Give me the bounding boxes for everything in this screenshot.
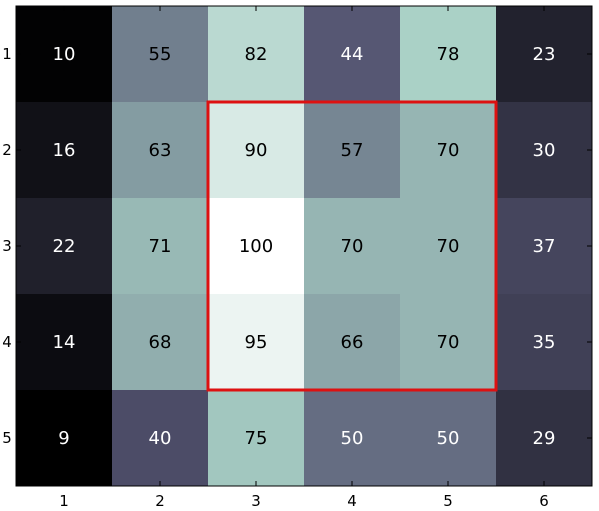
heatmap-cell-r3-c1 xyxy=(16,198,113,295)
heatmap-cell-r5-c2 xyxy=(112,390,209,487)
heatmap-cell-r2-c1 xyxy=(16,102,113,199)
cell-value-r5-c5: 50 xyxy=(437,428,460,449)
cell-value-r3-c1: 22 xyxy=(53,236,76,257)
cell-value-r2-c5: 70 xyxy=(437,140,460,161)
heatmap-cell-r3-c4 xyxy=(304,198,401,295)
heatmap-cell-r1-c6 xyxy=(496,6,593,103)
cell-value-r1-c6: 23 xyxy=(533,44,556,65)
cell-value-r1-c2: 55 xyxy=(149,44,172,65)
y-tick-label-1: 1 xyxy=(2,45,12,63)
cell-value-r3-c3: 100 xyxy=(239,236,273,257)
heatmap-cell-r4-c1 xyxy=(16,294,113,391)
cell-value-r4-c1: 14 xyxy=(53,332,76,353)
cell-value-r5-c2: 40 xyxy=(149,428,172,449)
y-tick-label-2: 2 xyxy=(2,141,12,159)
x-tick-label-5: 5 xyxy=(443,492,453,510)
heatmap-cell-r3-c5 xyxy=(400,198,497,295)
cell-value-r3-c6: 37 xyxy=(533,236,556,257)
heatmap-cell-r5-c1 xyxy=(16,390,113,487)
heatmap-cell-r2-c5 xyxy=(400,102,497,199)
heatmap-cell-r5-c4 xyxy=(304,390,401,487)
heatmap-cell-r1-c4 xyxy=(304,6,401,103)
heatmap-cell-r2-c3 xyxy=(208,102,305,199)
cell-value-r4-c2: 68 xyxy=(149,332,172,353)
heatmap-cell-r1-c3 xyxy=(208,6,305,103)
heatmap-cell-r5-c5 xyxy=(400,390,497,487)
heatmap-cell-r4-c3 xyxy=(208,294,305,391)
heatmap-cell-r4-c4 xyxy=(304,294,401,391)
cell-value-r1-c5: 78 xyxy=(437,44,460,65)
heatmap-cells xyxy=(16,6,593,487)
heatmap-cell-r2-c2 xyxy=(112,102,209,199)
x-tick-label-6: 6 xyxy=(539,492,549,510)
cell-value-r1-c4: 44 xyxy=(341,44,364,65)
cell-value-r4-c4: 66 xyxy=(341,332,364,353)
cell-value-r5-c3: 75 xyxy=(245,428,268,449)
cell-value-r1-c3: 82 xyxy=(245,44,268,65)
cell-value-r4-c3: 95 xyxy=(245,332,268,353)
cell-value-r5-c1: 9 xyxy=(58,428,69,449)
cell-value-r5-c4: 50 xyxy=(341,428,364,449)
heatmap-cell-r4-c2 xyxy=(112,294,209,391)
y-tick-label-4: 4 xyxy=(2,333,12,351)
y-tick-label-5: 5 xyxy=(2,429,12,447)
y-tick-label-3: 3 xyxy=(2,237,12,255)
heatmap-cell-r2-c6 xyxy=(496,102,593,199)
cell-value-r2-c3: 90 xyxy=(245,140,268,161)
heatmap-cell-r1-c2 xyxy=(112,6,209,103)
cell-value-labels: 10 55 82 44 78 23 16 63 90 57 70 30 22 71 100 70 70 37 14 6… xyxy=(53,44,556,449)
cell-value-r4-c5: 70 xyxy=(437,332,460,353)
x-tick-label-3: 3 xyxy=(251,492,261,510)
heatmap-cell-r2-c4 xyxy=(304,102,401,199)
highlight-box xyxy=(206,100,498,392)
heatmap-cell-r4-c5 xyxy=(400,294,497,391)
cell-value-r1-c1: 10 xyxy=(53,44,76,65)
cell-value-r2-c4: 57 xyxy=(341,140,364,161)
heatmap-cell-r3-c2 xyxy=(112,198,209,295)
heatmap-cell-r5-c6 xyxy=(496,390,593,487)
cell-value-r4-c6: 35 xyxy=(533,332,556,353)
cell-value-r2-c2: 63 xyxy=(149,140,172,161)
cell-value-r2-c1: 16 xyxy=(53,140,76,161)
heatmap-cell-r3-c6 xyxy=(496,198,593,295)
heatmap-cell-r5-c3 xyxy=(208,390,305,487)
heatmap-cell-r1-c5 xyxy=(400,6,497,103)
cell-value-r3-c4: 70 xyxy=(341,236,364,257)
heatmap-cell-r4-c6 xyxy=(496,294,593,391)
cell-value-r3-c2: 71 xyxy=(149,236,172,257)
cell-value-r2-c6: 30 xyxy=(533,140,556,161)
cell-value-r5-c6: 29 xyxy=(533,428,556,449)
x-tick-label-4: 4 xyxy=(347,492,357,510)
heatmap-cell-r3-c3 xyxy=(208,198,305,295)
cell-value-r3-c5: 70 xyxy=(437,236,460,257)
heatmap-cell-r1-c1 xyxy=(16,6,113,103)
x-tick-label-1: 1 xyxy=(59,492,69,510)
x-tick-label-2: 2 xyxy=(155,492,165,510)
